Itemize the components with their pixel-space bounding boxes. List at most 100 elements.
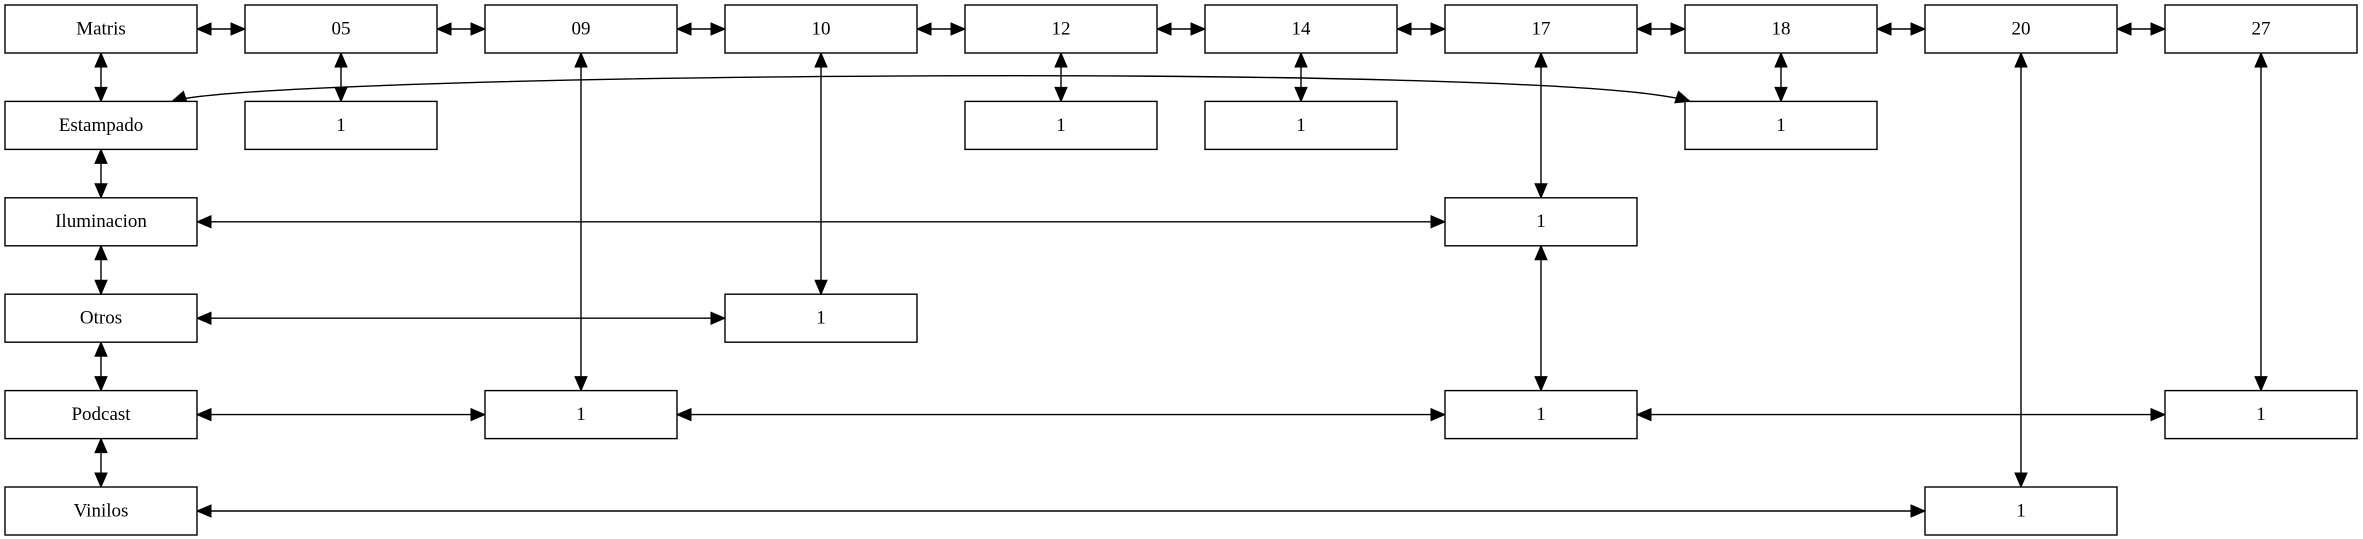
edge-h20-h27 bbox=[2115, 22, 2167, 36]
arrowhead-start bbox=[1395, 22, 1412, 36]
node-iluminacion: Iluminacion bbox=[4, 197, 198, 247]
arrowhead-end bbox=[230, 22, 247, 36]
edge-vinilos-v20 bbox=[195, 504, 1927, 518]
node-label: 1 bbox=[1776, 115, 1786, 136]
arrowhead-end bbox=[334, 86, 348, 103]
arrowhead-end bbox=[2150, 22, 2167, 36]
node-box bbox=[1444, 197, 1638, 247]
node-box bbox=[484, 4, 678, 54]
edge-h14-e14 bbox=[1294, 51, 1308, 103]
node-label: 12 bbox=[1052, 18, 1071, 39]
arrowhead-end bbox=[2150, 407, 2167, 422]
edge-h20-v20 bbox=[2014, 51, 2028, 489]
edge-estampado-iluminacion bbox=[94, 148, 108, 200]
node-h20: 20 bbox=[1924, 4, 2118, 54]
edge-h17-h18 bbox=[1635, 22, 1687, 36]
node-box bbox=[4, 486, 198, 536]
arrowhead-start bbox=[94, 340, 108, 357]
node-box bbox=[1204, 100, 1398, 151]
node-otros: Otros bbox=[4, 293, 198, 343]
node-label: 1 bbox=[816, 308, 826, 329]
arrowhead-start bbox=[814, 51, 828, 68]
node-h10: 10 bbox=[724, 4, 918, 54]
arrowhead-start bbox=[1875, 22, 1892, 36]
node-i17: 1 bbox=[1444, 197, 1638, 247]
edge-h17-i17 bbox=[1534, 51, 1548, 200]
arrowhead-start bbox=[675, 22, 692, 36]
node-label: 05 bbox=[332, 18, 351, 39]
node-box bbox=[1444, 4, 1638, 54]
node-box bbox=[4, 4, 198, 54]
arrowhead-end bbox=[1910, 22, 1927, 36]
node-label: Vinilos bbox=[74, 500, 129, 521]
edge-h18-e18 bbox=[1774, 51, 1788, 103]
node-label: Matris bbox=[76, 18, 126, 39]
edge-h10-o10 bbox=[814, 51, 828, 296]
arrowhead-end bbox=[1670, 22, 1687, 36]
arrowhead-end bbox=[710, 22, 727, 36]
node-label: 09 bbox=[572, 18, 591, 39]
node-e12: 1 bbox=[964, 100, 1158, 151]
arrowhead-end bbox=[2254, 376, 2268, 392]
node-box bbox=[4, 293, 198, 343]
node-e18: 1 bbox=[1684, 100, 1878, 151]
arrowhead-end bbox=[470, 407, 487, 422]
node-box bbox=[1204, 4, 1398, 54]
edge-h12-e12 bbox=[1054, 51, 1068, 103]
edge-matris-h05 bbox=[195, 22, 247, 36]
node-h12: 12 bbox=[964, 4, 1158, 54]
arrowhead-end bbox=[1774, 86, 1788, 103]
edges-layer bbox=[94, 22, 2268, 518]
arrowhead-start bbox=[1635, 22, 1652, 36]
arrowhead-start bbox=[195, 215, 212, 229]
node-label: 1 bbox=[576, 404, 586, 425]
arrowhead-start bbox=[195, 22, 212, 36]
node-box bbox=[724, 293, 918, 343]
arrowhead-start bbox=[195, 504, 212, 518]
edge-i17-p17 bbox=[1534, 244, 1548, 392]
node-vinilos: Vinilos bbox=[4, 486, 198, 536]
arrowhead-end bbox=[1294, 86, 1308, 103]
node-label: 14 bbox=[1292, 18, 1312, 39]
node-label: 10 bbox=[812, 18, 831, 39]
edge-otros-podcast bbox=[94, 340, 108, 392]
node-estampado: Estampado bbox=[4, 100, 198, 151]
node-v20: 1 bbox=[1924, 486, 2118, 536]
node-label: 18 bbox=[1772, 18, 1791, 39]
edge-line-curved bbox=[171, 75, 1691, 103]
node-box bbox=[2164, 389, 2358, 440]
node-label: 1 bbox=[1056, 115, 1066, 136]
arrowhead-end bbox=[94, 472, 108, 489]
arrowhead-start bbox=[2254, 51, 2268, 68]
node-label: 27 bbox=[2252, 18, 2271, 39]
arrowhead-end bbox=[94, 183, 108, 200]
edge-podcast-p09 bbox=[195, 407, 487, 422]
node-label: 1 bbox=[2016, 500, 2026, 521]
arrowhead-start bbox=[1534, 51, 1548, 68]
arrowhead-end bbox=[1534, 183, 1548, 200]
arrowhead-start bbox=[435, 22, 452, 36]
node-p27: 1 bbox=[2164, 389, 2358, 440]
node-box bbox=[4, 100, 198, 151]
edge-p17-p27 bbox=[1635, 407, 2167, 422]
edge-h12-h14 bbox=[1155, 22, 1207, 36]
arrowhead-end bbox=[94, 376, 108, 392]
arrowhead-end bbox=[574, 376, 588, 392]
node-box bbox=[964, 4, 1158, 54]
arrowhead-end bbox=[1534, 376, 1548, 392]
edge-h10-h12 bbox=[915, 22, 967, 36]
nodes-layer: Matris 05 09 10 12 14 17 18 20 27 Estampado Ilumina… bbox=[4, 4, 2358, 536]
arrowhead-start bbox=[1054, 51, 1068, 68]
node-label: Iluminacion bbox=[55, 211, 147, 232]
edge-iluminacion-otros bbox=[94, 244, 108, 296]
arrowhead-start bbox=[94, 51, 108, 68]
arrowhead-end bbox=[1430, 215, 1447, 229]
node-box bbox=[244, 100, 438, 151]
arrowhead-start bbox=[1155, 22, 1172, 36]
arrowhead-end bbox=[1430, 22, 1447, 36]
edge-p09-p17 bbox=[675, 407, 1447, 422]
arrowhead-end bbox=[1190, 22, 1207, 36]
edge-estampado-e18 bbox=[170, 75, 1692, 104]
arrowhead-start bbox=[195, 311, 212, 325]
